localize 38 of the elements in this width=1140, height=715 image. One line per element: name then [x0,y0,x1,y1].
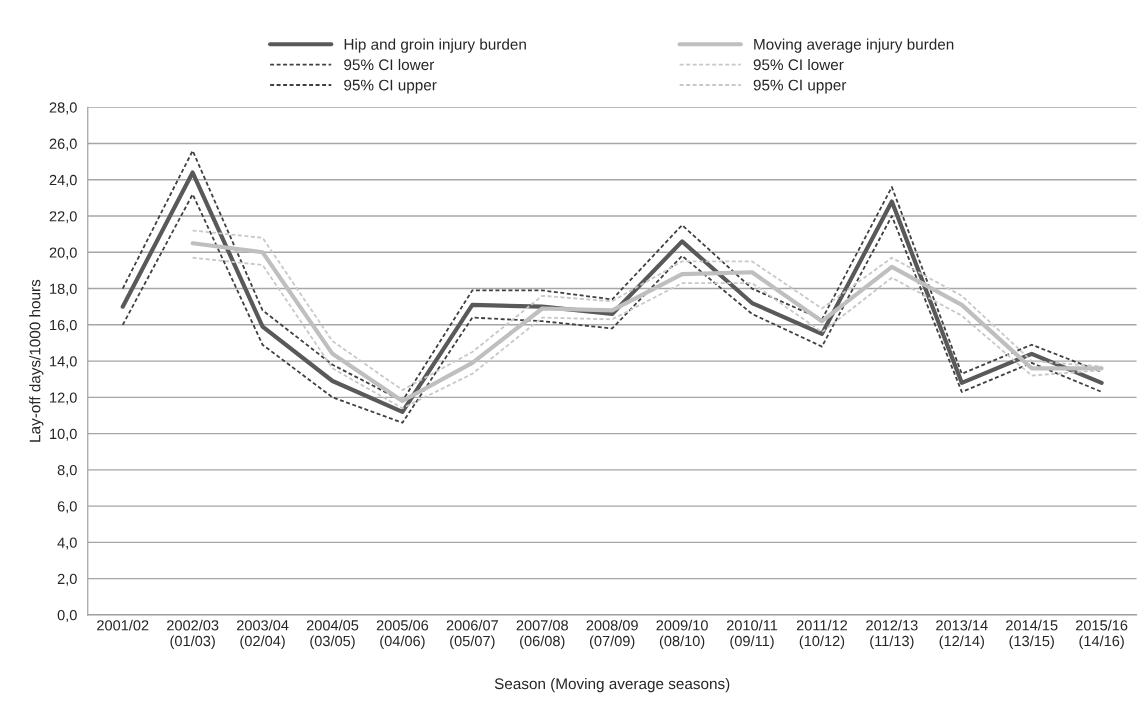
y-tick-label: 22,0 [49,211,77,224]
y-tick-label: 10,0 [50,428,77,441]
x-tick-label: 2006/07 (05/07) [446,619,498,650]
x-tick-label: 2015/16 (14/16) [1076,619,1128,650]
x-tick-label: 2001/02 [97,619,149,631]
y-tick-label: 4,0 [57,537,77,550]
legend-label: Moving average injury burden [754,38,954,53]
y-tick-label: 16,0 [50,319,77,332]
y-tick-label: 18,0 [50,283,77,296]
y-tick-label: 28,0 [49,102,77,115]
x-tick-label: 2013/14 (12/14) [936,619,988,650]
y-tick-label: 26,0 [49,138,77,151]
x-tick-label: 2011/12 (10/12) [796,619,848,650]
x-axis-title: Season (Moving average seasons) [494,677,730,693]
y-axis-title: Lay-off days/1000 hours [29,279,44,442]
x-tick-label: 2007/08 (06/08) [516,619,568,650]
y-tick-label: 2,0 [57,573,77,586]
y-tick-label: 12,0 [50,392,77,405]
legend-label: 95% CI upper [344,79,437,94]
x-tick-label: 2009/10 (08/10) [656,619,708,650]
legend-label: 95% CI lower [344,58,435,71]
y-tick-label: 20,0 [49,247,77,260]
y-tick-label: 6,0 [57,501,77,514]
x-tick-label: 2012/13 (11/13) [866,619,918,650]
x-tick-label: 2002/03 (01/03) [167,619,219,650]
x-tick-label: 2008/09 (07/09) [586,619,638,650]
x-tick-label: 2004/05 (03/05) [306,619,359,650]
y-tick-label: 0,0 [57,610,77,623]
legend-label: 95% CI lower [753,58,844,71]
x-tick-label: 2010/11 (09/11) [726,619,778,650]
y-tick-label: 14,0 [50,356,77,369]
legend-label: 95% CI upper [753,79,847,94]
y-tick-label: 8,0 [57,464,77,478]
x-tick-label: 2005/06 (04/06) [376,619,429,650]
legend-label: Hip and groin injury burden [344,38,526,53]
x-tick-label: 2003/04 (02/04) [236,619,289,650]
x-tick-label: 2014/15 (13/15) [1006,619,1058,650]
y-tick-label: 24,0 [49,174,77,187]
